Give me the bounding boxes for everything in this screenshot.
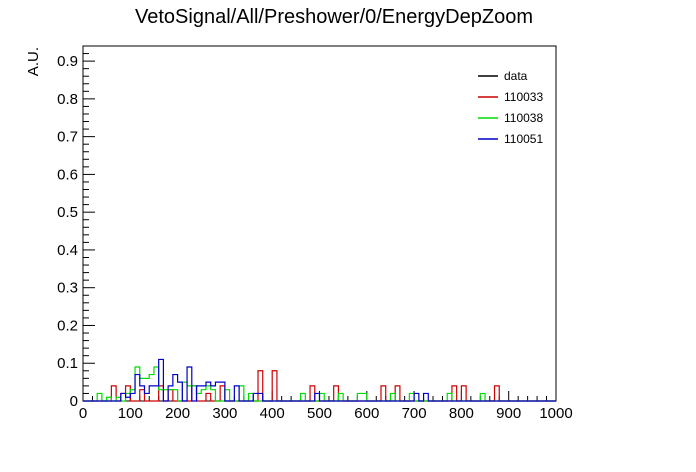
legend-label-110051: 110051 bbox=[504, 132, 543, 146]
x-tick-label: 200 bbox=[165, 405, 190, 422]
y-tick-label: 0.1 bbox=[57, 355, 78, 372]
y-tick-label: 0.8 bbox=[57, 91, 78, 108]
y-tick-label: 0.9 bbox=[57, 53, 78, 70]
legend-label-110038: 110038 bbox=[504, 111, 543, 125]
x-tick-label: 300 bbox=[212, 405, 237, 422]
x-tick-label: 700 bbox=[402, 405, 427, 422]
y-tick-label: 0.7 bbox=[57, 129, 78, 146]
plot-area: 0 100 200 300 400 500 600 700 800 900 1000 0 0.1 0.2 0… bbox=[57, 45, 573, 422]
y-tick-label: 0.6 bbox=[57, 166, 78, 183]
legend: data 110033 110038 110051 bbox=[478, 69, 543, 146]
legend-label-data: data bbox=[504, 69, 528, 83]
legend-label-110033: 110033 bbox=[504, 90, 543, 104]
y-axis-title: A.U. bbox=[25, 47, 42, 76]
x-tick-label: 500 bbox=[307, 405, 332, 422]
series-110051-histogram bbox=[83, 358, 556, 402]
x-tick-label: 600 bbox=[354, 405, 379, 422]
chart-title: VetoSignal/All/Preshower/0/EnergyDepZoom bbox=[135, 6, 533, 28]
x-tick-label: 800 bbox=[449, 405, 474, 422]
plot-frame bbox=[82, 45, 557, 402]
x-tick-label: 900 bbox=[496, 405, 521, 422]
x-tick-label: 100 bbox=[118, 405, 143, 422]
x-tick-label: 1000 bbox=[539, 405, 572, 422]
y-tick-label: 0.3 bbox=[57, 280, 78, 297]
x-tick-label: 0 bbox=[79, 405, 87, 422]
y-tick-label: 0.4 bbox=[57, 242, 78, 259]
y-tick-label: 0 bbox=[70, 393, 78, 410]
x-tick-label: 400 bbox=[260, 405, 285, 422]
y-tick-label: 0.2 bbox=[57, 317, 78, 334]
y-tick-label: 0.5 bbox=[57, 204, 78, 221]
